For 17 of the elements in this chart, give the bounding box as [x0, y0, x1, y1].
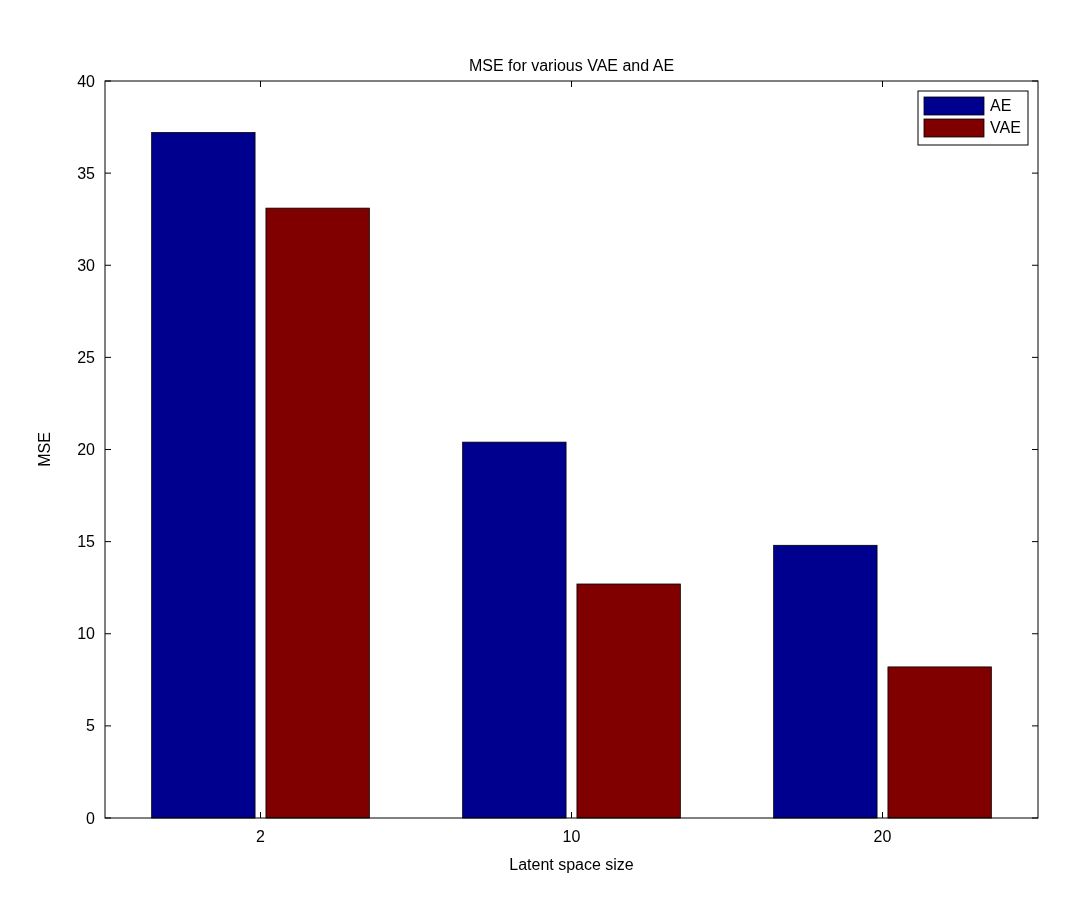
y-tick-label: 35 — [77, 164, 96, 182]
x-tick-label: 10 — [562, 828, 581, 845]
x-axis-title: Latent space size — [509, 856, 634, 873]
y-tick-label: 30 — [77, 256, 96, 274]
chart-title: MSE for various VAE and AE — [468, 57, 675, 74]
y-tick-label: 10 — [77, 625, 96, 643]
legend-label: AE — [990, 97, 1012, 114]
y-axis-title: MSE — [36, 432, 53, 467]
x-tick-label: 20 — [873, 828, 892, 845]
x-tick-label: 2 — [256, 828, 266, 845]
y-tick-label: 20 — [77, 441, 96, 459]
legend-label: VAE — [990, 119, 1021, 136]
y-tick-label: 40 — [77, 72, 96, 90]
y-tick-label: 25 — [77, 348, 96, 366]
y-tick-label: 0 — [86, 809, 96, 827]
y-tick-label: 5 — [86, 717, 96, 735]
y-tick-label: 15 — [77, 533, 96, 551]
